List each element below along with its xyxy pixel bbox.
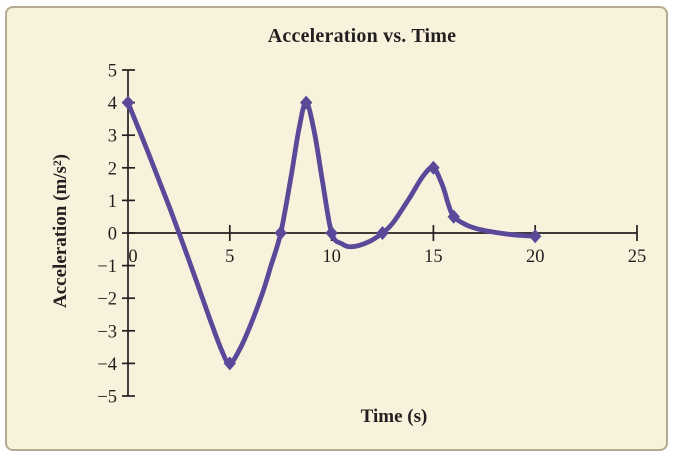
data-point-marker [427, 160, 440, 175]
data-point-marker [529, 229, 542, 244]
y-tick-label: −4 [97, 355, 117, 375]
data-point-marker [223, 356, 236, 371]
y-tick-label: −2 [97, 290, 117, 310]
x-tick-label: 15 [424, 247, 443, 267]
x-tick-label: 25 [628, 247, 647, 267]
data-point-marker [274, 226, 287, 240]
y-tick-label: 1 [108, 192, 117, 212]
y-tick-label: 4 [108, 94, 117, 114]
x-tick-label: 5 [225, 247, 234, 267]
y-axis-label: Acceleration (m/s²) [50, 154, 71, 308]
y-tick-label: 3 [108, 127, 117, 147]
y-tick-label: 5 [108, 62, 117, 82]
x-tick-label: 10 [322, 247, 341, 267]
series-line [125, 100, 538, 366]
chart-panel [5, 6, 668, 451]
data-point-marker [376, 226, 389, 240]
x-axis-label: Time (s) [360, 406, 428, 427]
y-tick-label: −3 [97, 322, 117, 342]
data-point-marker [121, 95, 135, 110]
y-tick-label: −1 [97, 257, 117, 277]
data-point-marker [447, 209, 460, 224]
data-point-marker [325, 226, 338, 240]
y-tick-label: 2 [108, 159, 117, 179]
x-tick-label: 20 [526, 247, 545, 267]
y-tick-label: 0 [108, 225, 117, 245]
y-tick-label: −5 [97, 388, 117, 408]
data-point-marker [299, 95, 313, 110]
x-tick-label: 0 [128, 247, 137, 267]
chart-title: Acceleration vs. Time [267, 25, 457, 47]
